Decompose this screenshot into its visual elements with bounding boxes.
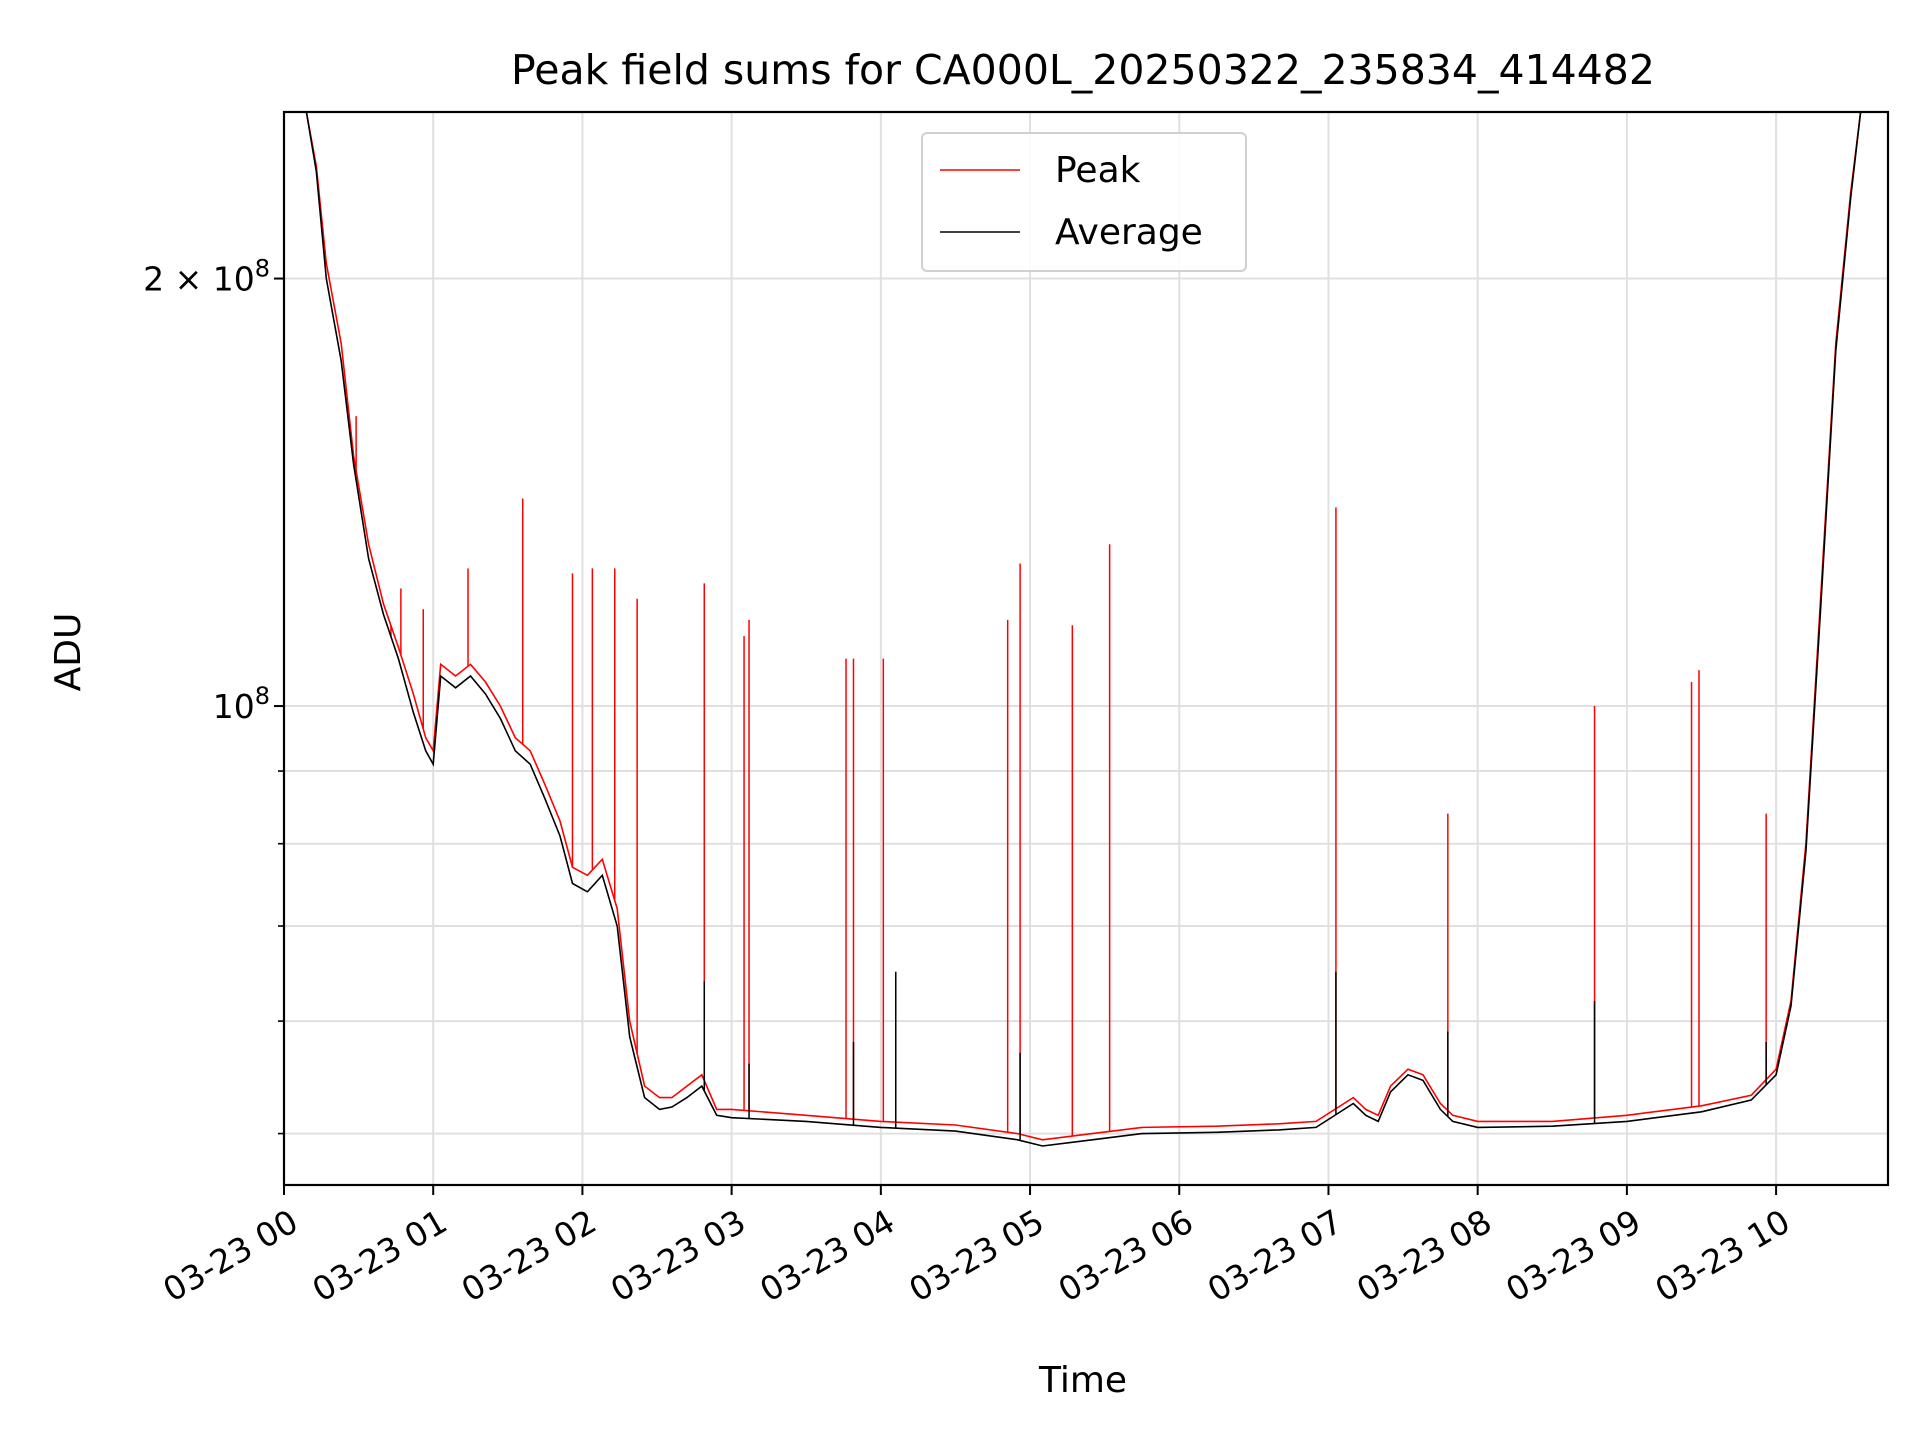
grid bbox=[283, 112, 1888, 1185]
legend-label-average: Average bbox=[1055, 212, 1203, 253]
plot-frame bbox=[282, 110, 1890, 1187]
x-tick-label: 03-23 09 bbox=[1499, 1202, 1647, 1310]
x-tick-label: 03-23 00 bbox=[156, 1202, 304, 1310]
x-tick-label: 03-23 02 bbox=[455, 1202, 603, 1310]
y-tick-label: 108 bbox=[213, 682, 270, 726]
legend-label-peak: Peak bbox=[1055, 150, 1141, 191]
series-line-average bbox=[284, 112, 1866, 1147]
y-axis-label: ADU bbox=[48, 613, 89, 692]
x-tick-label: 03-23 01 bbox=[306, 1202, 454, 1310]
x-tick-label: 03-23 06 bbox=[1052, 1202, 1200, 1310]
legend: Peak Average bbox=[921, 132, 1247, 272]
x-tick-label: 03-23 05 bbox=[902, 1202, 1050, 1310]
y-tick-label: 2 × 108 bbox=[143, 255, 270, 299]
x-axis: 03-23 00 03-23 01 03-23 02 03-23 03 03-23 04… bbox=[156, 1185, 1796, 1310]
legend-box bbox=[921, 132, 1247, 272]
x-tick-label: 03-23 03 bbox=[604, 1202, 752, 1310]
series-line-peak bbox=[284, 112, 1866, 1141]
y-axis: 2 × 108 108 bbox=[143, 255, 284, 1135]
x-axis-label: Time bbox=[1038, 1360, 1127, 1401]
x-tick-label: 03-23 10 bbox=[1648, 1202, 1796, 1310]
x-tick-label: 03-23 08 bbox=[1350, 1202, 1498, 1310]
x-tick-label: 03-23 04 bbox=[753, 1202, 901, 1310]
x-tick-label: 03-23 07 bbox=[1201, 1202, 1349, 1310]
chart-title: Peak field sums for CA000L_20250322_2358… bbox=[511, 46, 1655, 94]
series-layer bbox=[284, 112, 1866, 1147]
